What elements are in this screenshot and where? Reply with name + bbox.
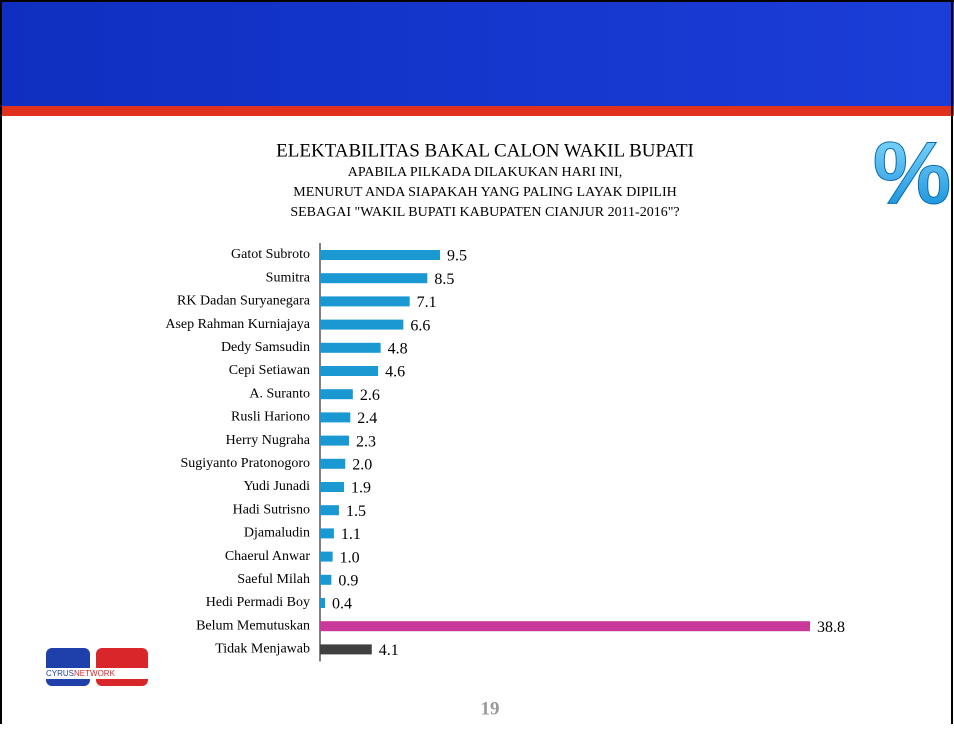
header-stripe [0,106,954,116]
bar [320,273,428,284]
logo-shape [46,648,90,686]
bar [320,598,326,608]
bar [320,505,339,516]
bar [320,366,379,376]
chart-subtitle: APABILA PILKADA DILAKUKAN HARI INI, [348,165,622,180]
category-label: RK Dadan Suryanegara [177,294,311,309]
value-label: 1.1 [341,526,361,543]
value-label: 7.1 [417,294,437,311]
category-label: Chaerul Anwar [225,549,310,564]
category-label: Gatot Subroto [231,247,310,262]
logo: CYRUSNETWORK [44,648,150,686]
bar [320,342,381,353]
bar [320,574,332,585]
value-label: 2.0 [352,456,372,473]
category-label: Yudi Junadi [244,479,311,494]
category-label: Rusli Hariono [231,410,310,425]
bar [320,435,350,446]
chart-title: ELEKTABILITAS BAKAL CALON WAKIL BUPATI [276,140,694,161]
value-label: 38.8 [817,619,845,636]
bar [320,319,404,330]
page-number: 19 [481,698,500,719]
value-label: 0.4 [332,596,352,613]
value-label: 4.1 [379,642,399,659]
bar [320,621,810,632]
logo-shape [96,648,148,686]
category-label: Hadi Sutrisno [233,502,310,517]
bar [320,644,372,655]
category-label: Cepi Setiawan [229,363,310,378]
value-label: 6.6 [410,317,430,334]
category-label: Asep Rahman Kurniajaya [165,317,310,332]
value-label: 1.5 [346,503,366,520]
category-label: Belum Memutuskan [196,618,310,633]
logo-band [44,668,150,679]
value-label: 2.6 [360,387,380,404]
logo-text: CYRUSNETWORK [46,669,116,678]
bar [320,458,346,469]
value-label: 2.4 [357,410,377,427]
chart-subtitle: MENURUT ANDA SIAPAKAH YANG PALING LAYAK … [293,185,676,200]
category-label: Dedy Samsudin [221,340,310,355]
category-label: Herry Nugraha [226,433,311,448]
bar [320,412,351,423]
bar [320,482,344,492]
logo-text-part: NETWORK [74,669,116,678]
value-label: 4.8 [388,340,408,357]
bar [320,528,334,539]
bar [320,389,353,400]
percent-symbol: % [873,123,951,222]
value-label: 1.0 [340,549,360,566]
value-label: 8.5 [434,271,454,288]
value-label: 2.3 [356,433,376,450]
category-label: Saeful Milah [237,572,310,587]
value-label: 9.5 [447,248,467,265]
chart-subtitle: SEBAGAI "WAKIL BUPATI KABUPATEN CIANJUR … [290,205,679,220]
bar [320,296,410,307]
category-label: A. Suranto [249,386,310,401]
value-label: 4.6 [385,364,405,381]
category-label: Sugiyanto Pratonogoro [181,456,311,471]
logo-text-part: CYRUS [46,669,74,678]
category-label: Djamaludin [244,526,310,541]
category-label: Tidak Menjawab [215,642,310,657]
value-label: 0.9 [338,572,358,589]
value-label: 1.9 [351,480,371,497]
bar [320,250,440,260]
header-band [0,0,954,106]
category-label: Hedi Permadi Boy [206,595,310,610]
category-label: Sumitra [266,270,311,285]
bar [320,551,333,562]
